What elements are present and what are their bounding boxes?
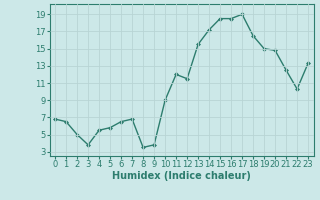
X-axis label: Humidex (Indice chaleur): Humidex (Indice chaleur) xyxy=(112,171,251,181)
